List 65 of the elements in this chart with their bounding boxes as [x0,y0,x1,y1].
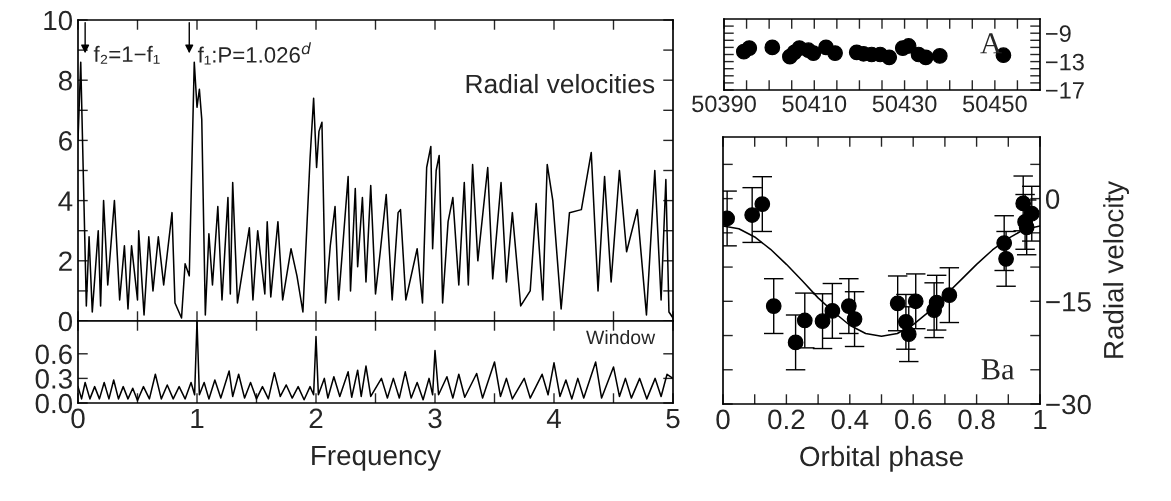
point [754,196,771,212]
x-tick-label: 0 [716,409,730,430]
point [741,40,758,56]
point [787,334,804,351]
point [744,207,761,223]
y-tick-label: 0.0 [35,393,73,414]
x-tick-label: 1 [1034,409,1047,429]
annotation: f₁:P=1.026$^{d}$ [197,42,312,65]
x-tick-label: 2 [309,408,323,428]
point [796,312,813,329]
point [881,49,898,66]
y-tick-label: −13 [1046,53,1084,71]
annotation: f₂=1−f₁ [93,45,160,64]
x-tick-label: 50430 [872,95,937,113]
y-tick-label: −17 [1046,82,1084,99]
y-tick-label: 10 [44,10,73,31]
point [765,298,782,314]
y-tick-label: 0 [1045,189,1060,209]
point [889,295,906,312]
y-tick-label: −30 [1046,394,1091,415]
y-tick-label: −9 [1046,25,1071,42]
point [1015,195,1032,212]
point [900,326,917,343]
point [824,303,841,319]
point [928,294,945,311]
y-tick-label: 4 [58,191,73,211]
point [827,45,843,61]
y-tick-label: 0 [58,311,73,332]
annotation: A [980,33,1002,54]
point [931,48,948,64]
x-tick-label: 50390 [692,95,756,113]
point [1023,205,1040,222]
x-tick-label: 3 [428,408,442,429]
annotation: Radial velocities [466,73,655,94]
point [764,39,781,56]
y-tick-label: −15 [1046,292,1091,312]
y-tick-label: 6 [59,131,72,151]
x-tick-label: 0.4 [831,409,869,430]
point [814,313,831,330]
x-tick-label: 0.8 [958,409,995,430]
point [996,235,1013,251]
point [840,298,857,314]
x-axis-title: Frequency [312,445,442,471]
point [846,311,863,327]
point [805,45,822,61]
x-tick-label: 0.6 [894,409,932,430]
y-tick-label: 0.3 [35,369,72,389]
annotation: Window [586,329,656,345]
x-tick-label: 4 [546,408,561,428]
x-axis-title: Orbital phase [800,445,963,472]
y-tick-label: 2 [59,251,72,271]
y-axis-title: Radial velocity [1103,181,1129,358]
annotation: Ba [981,359,1015,380]
point [917,49,934,66]
y-tick-label: 8 [58,70,72,91]
point [941,287,958,304]
x-tick-label: 1 [191,408,204,428]
x-tick-label: 0.2 [768,409,805,430]
x-tick-label: 50410 [782,95,847,113]
point [898,313,914,330]
x-tick-label: 5 [666,408,680,429]
point [998,250,1014,267]
x-tick-label: 50450 [962,95,1027,113]
point [907,293,924,310]
y-tick-label: 0.6 [35,344,72,365]
